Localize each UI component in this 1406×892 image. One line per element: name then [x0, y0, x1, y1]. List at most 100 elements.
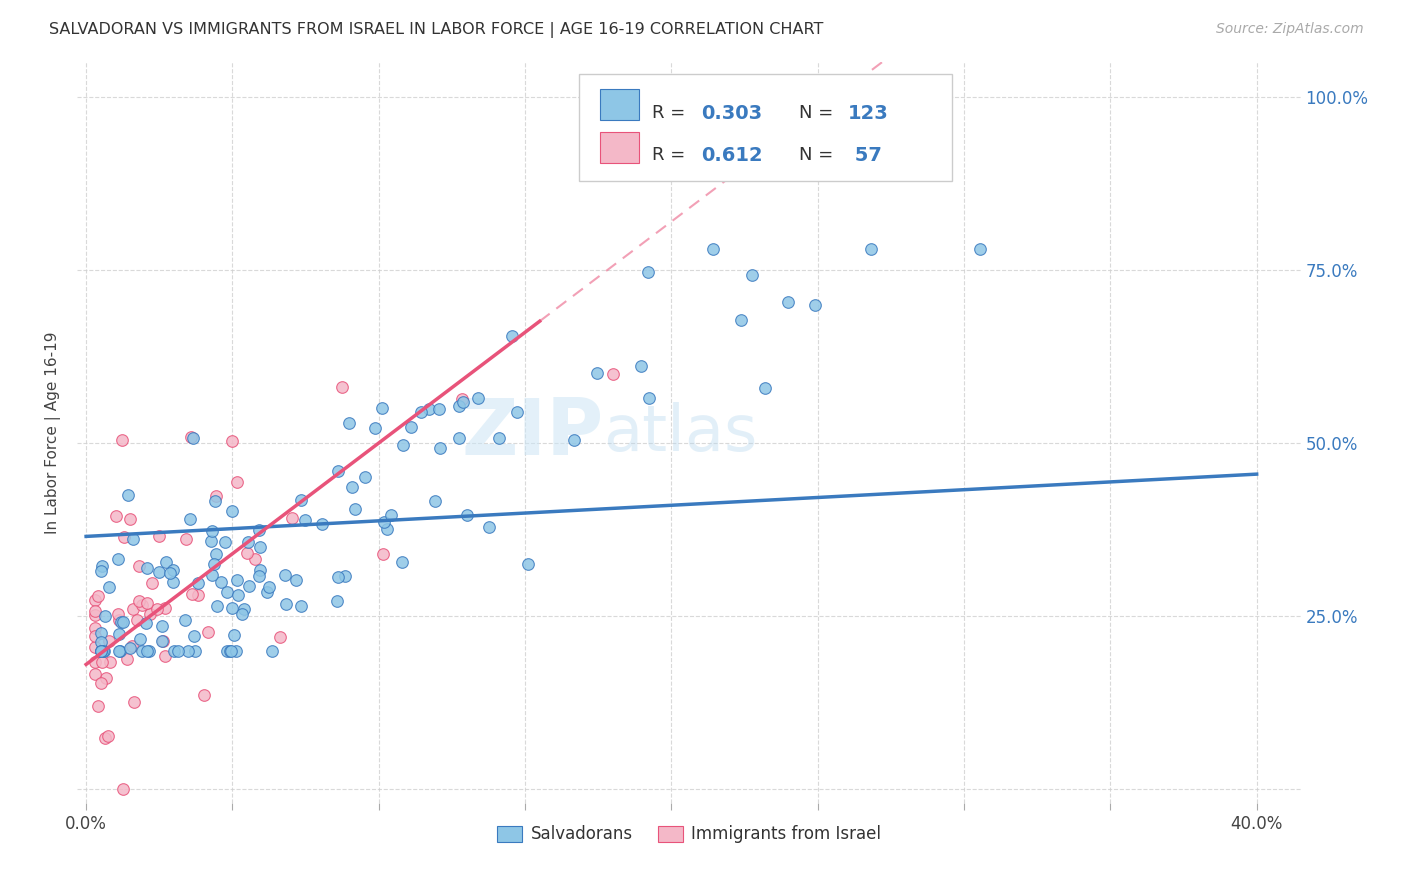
- Point: [630, 359, 652, 373]
- FancyBboxPatch shape: [579, 73, 952, 181]
- Point: [233, 602, 256, 616]
- Point: [193, 688, 215, 702]
- Point: [146, 602, 169, 616]
- Point: [776, 295, 799, 310]
- Point: [90, 564, 112, 578]
- Point: [87, 699, 110, 714]
- Point: [373, 547, 395, 561]
- Y-axis label: In Labor Force | Age 16-19: In Labor Force | Age 16-19: [45, 331, 62, 534]
- Point: [427, 402, 450, 417]
- Point: [399, 419, 422, 434]
- Point: [516, 557, 538, 571]
- Point: [257, 581, 280, 595]
- Point: [453, 395, 475, 409]
- Point: [184, 643, 207, 657]
- Point: [506, 405, 529, 419]
- Point: [136, 643, 159, 657]
- Point: [373, 516, 395, 530]
- Point: [136, 561, 159, 575]
- Point: [120, 512, 142, 526]
- Point: [121, 602, 143, 616]
- Point: [148, 529, 170, 543]
- Point: [200, 534, 222, 549]
- Point: [202, 557, 225, 571]
- Point: [97, 729, 120, 743]
- Point: [221, 504, 243, 518]
- Point: [311, 517, 333, 532]
- Point: [180, 430, 202, 444]
- Bar: [599, 89, 638, 120]
- Point: [501, 329, 523, 343]
- Point: [139, 607, 162, 621]
- Point: [290, 599, 312, 613]
- Point: [177, 643, 200, 657]
- Legend: Salvadorans, Immigrants from Israel: Salvadorans, Immigrants from Israel: [491, 819, 887, 850]
- Point: [83, 667, 105, 681]
- Point: [586, 366, 609, 380]
- Point: [256, 585, 278, 599]
- Point: [214, 535, 236, 549]
- Text: R =: R =: [652, 104, 692, 122]
- Point: [128, 558, 150, 573]
- Point: [429, 441, 451, 455]
- Point: [83, 607, 105, 622]
- Point: [128, 632, 150, 646]
- Point: [180, 587, 202, 601]
- Point: [249, 563, 271, 577]
- Point: [290, 492, 312, 507]
- Point: [115, 652, 138, 666]
- Point: [205, 599, 228, 613]
- Point: [93, 643, 115, 657]
- Bar: [599, 132, 638, 163]
- Point: [159, 566, 181, 581]
- Point: [83, 621, 105, 635]
- Point: [197, 624, 219, 639]
- Text: SALVADORAN VS IMMIGRANTS FROM ISRAEL IN LABOR FORCE | AGE 16-19 CORRELATION CHAR: SALVADORAN VS IMMIGRANTS FROM ISRAEL IN …: [49, 22, 824, 38]
- Point: [354, 469, 377, 483]
- Point: [219, 643, 242, 657]
- Point: [98, 633, 121, 648]
- Point: [602, 367, 624, 381]
- Point: [231, 607, 253, 622]
- Point: [91, 558, 114, 573]
- Point: [108, 627, 131, 641]
- Point: [274, 567, 297, 582]
- Text: 0.303: 0.303: [702, 103, 762, 123]
- Point: [125, 613, 148, 627]
- Text: N =: N =: [799, 104, 839, 122]
- Point: [409, 405, 432, 419]
- Point: [371, 401, 394, 415]
- Point: [98, 655, 121, 669]
- Point: [226, 588, 249, 602]
- Point: [90, 643, 112, 657]
- Point: [221, 601, 243, 615]
- Point: [330, 380, 353, 394]
- Text: N =: N =: [799, 146, 839, 164]
- Point: [122, 695, 145, 709]
- Point: [90, 676, 112, 690]
- Point: [225, 643, 247, 657]
- Point: [131, 643, 153, 657]
- Point: [418, 402, 440, 417]
- Point: [134, 615, 156, 630]
- Point: [204, 493, 226, 508]
- Point: [112, 530, 135, 544]
- Point: [87, 589, 110, 603]
- Point: [226, 475, 249, 489]
- Point: [343, 502, 366, 516]
- Point: [226, 573, 249, 587]
- Point: [128, 594, 150, 608]
- Point: [342, 480, 364, 494]
- Point: [294, 513, 316, 527]
- Point: [93, 609, 115, 624]
- Point: [155, 649, 177, 664]
- Point: [741, 268, 763, 283]
- Point: [173, 613, 195, 627]
- Text: atlas: atlas: [603, 401, 758, 464]
- Point: [637, 392, 659, 406]
- Point: [179, 511, 201, 525]
- Point: [380, 508, 402, 523]
- Point: [148, 565, 170, 579]
- Point: [269, 630, 291, 644]
- Point: [108, 643, 131, 657]
